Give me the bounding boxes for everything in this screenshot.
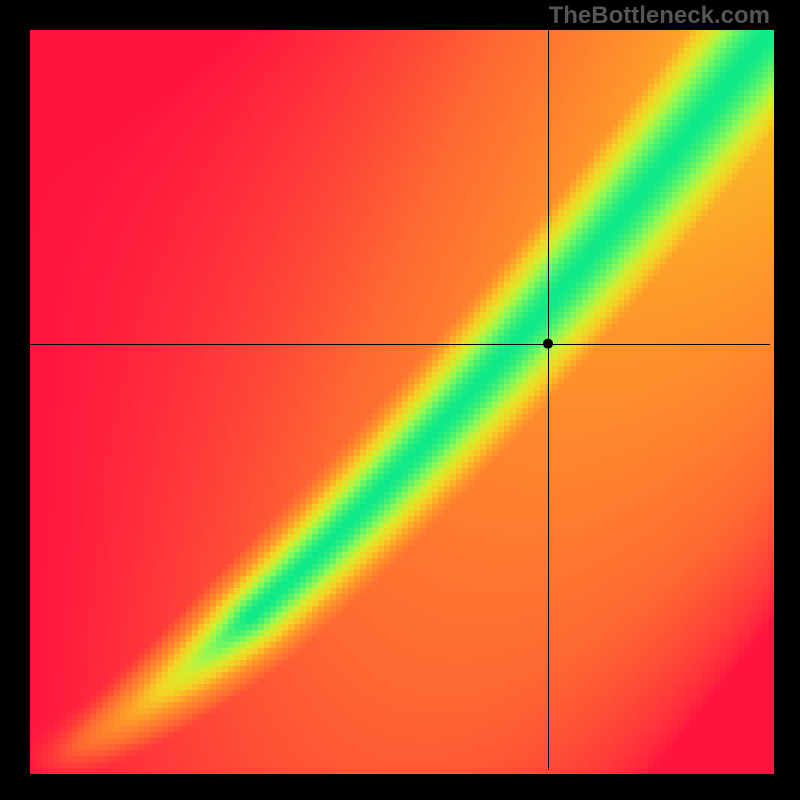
chart-container: TheBottleneck.com [0, 0, 800, 800]
bottleneck-heatmap [0, 0, 800, 800]
watermark-text: TheBottleneck.com [549, 2, 770, 30]
